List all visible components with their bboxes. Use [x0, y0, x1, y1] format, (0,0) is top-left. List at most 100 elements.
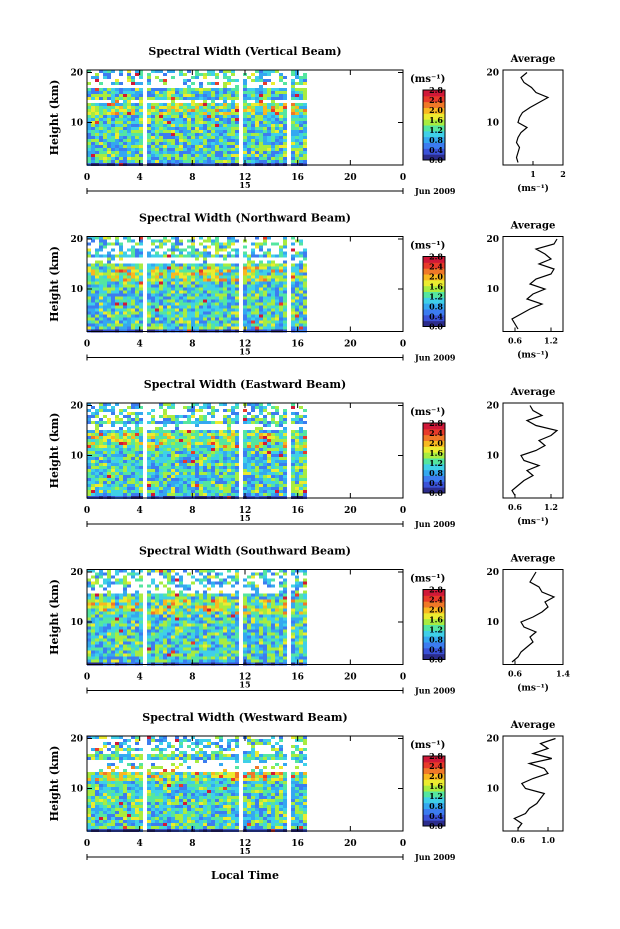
heatmap-cell [283, 148, 287, 151]
heatmap-cell [183, 305, 187, 309]
heatmap-cell [191, 308, 195, 312]
heatmap-cell [279, 251, 283, 255]
heatmap-cell [251, 466, 255, 469]
heatmap-cell [139, 469, 143, 472]
heatmap-cell [175, 427, 179, 430]
heatmap-cell [191, 475, 195, 478]
heatmap-cell [175, 91, 179, 94]
heatmap-cell [167, 127, 171, 130]
heatmap-cell [251, 242, 255, 246]
heatmap-cell [251, 293, 255, 297]
heatmap-cell [139, 451, 143, 454]
heatmap-cell [99, 260, 103, 264]
heatmap-cell [235, 323, 239, 327]
heatmap-cell [87, 578, 91, 582]
heatmap-cell [91, 439, 95, 442]
heatmap-cell [91, 314, 95, 318]
heatmap-cell [219, 454, 223, 457]
heatmap-cell [151, 445, 155, 448]
heatmap-cell [131, 599, 135, 603]
heatmap-cell [303, 451, 307, 454]
heatmap-cell [219, 484, 223, 487]
heatmap-cell [115, 293, 119, 297]
heatmap-cell [111, 293, 115, 297]
heatmap-cell [183, 287, 187, 291]
heatmap-cell [131, 103, 135, 106]
heatmap-cell [155, 251, 159, 255]
heatmap-cell [99, 439, 103, 442]
heatmap-cell [123, 463, 127, 466]
heatmap-cell [243, 94, 247, 97]
heatmap [87, 569, 307, 666]
heatmap-cell [223, 475, 227, 478]
heatmap-cell [191, 314, 195, 318]
heatmap-cell [127, 160, 131, 163]
heatmap-cell [243, 272, 247, 276]
heatmap-cell [163, 145, 167, 148]
heatmap-cell [251, 94, 255, 97]
heatmap-cell [275, 481, 279, 484]
heatmap-cell [299, 484, 303, 487]
heatmap-cell [111, 475, 115, 478]
heatmap-cell [151, 299, 155, 303]
heatmap-cell [135, 109, 139, 112]
heatmap-cell [107, 475, 111, 478]
heatmap-cell [135, 281, 139, 285]
heatmap-cell [151, 97, 155, 100]
heatmap-cell [139, 320, 143, 324]
heatmap-cell [91, 469, 95, 472]
heatmap-cell [303, 317, 307, 321]
heatmap-cell [219, 463, 223, 466]
heatmap-cell [91, 406, 95, 409]
heatmap-cell [195, 409, 199, 412]
heatmap-cell [291, 590, 295, 594]
heatmap-cell [95, 112, 99, 115]
heatmap-cell [191, 91, 195, 94]
heatmap-cell [111, 118, 115, 121]
heatmap-cell [107, 599, 111, 603]
heatmap-cell [123, 436, 127, 439]
heatmap-cell [211, 469, 215, 472]
heatmap-cell [227, 466, 231, 469]
heatmap-cell [211, 442, 215, 445]
heatmap-cell [251, 575, 255, 579]
heatmap-cell [247, 94, 251, 97]
heatmap-cell [207, 314, 211, 318]
heatmap-cell [95, 272, 99, 276]
heatmap-cell [147, 475, 151, 478]
heatmap-cell [115, 302, 119, 306]
heatmap-cell [87, 442, 91, 445]
heatmap-cell [123, 278, 127, 282]
heatmap-cell [147, 596, 151, 600]
heatmap-cell [259, 275, 263, 279]
heatmap-cell [271, 151, 275, 154]
heatmap-cell [295, 481, 299, 484]
panel-1: Spectral Width (Vertical Beam)0 4 8 12 16 20 0… [48, 45, 566, 196]
heatmap-cell [127, 593, 131, 597]
heatmap-cell [99, 88, 103, 91]
heatmap-cell [279, 481, 283, 484]
heatmap-cell [135, 157, 139, 160]
heatmap-cell [199, 421, 203, 424]
heatmap-cell [223, 581, 227, 585]
heatmap-cell [147, 73, 151, 76]
heatmap-cell [135, 248, 139, 252]
colorbar-tick-label: 1.6 [429, 115, 443, 125]
heatmap-cell [207, 239, 211, 243]
heatmap-cell [279, 575, 283, 579]
heatmap-cell [247, 263, 251, 267]
heatmap-cell [243, 442, 247, 445]
heatmap-cell [131, 593, 135, 597]
heatmap-cell [203, 590, 207, 594]
heatmap-cell [119, 269, 123, 273]
heatmap-cell [179, 584, 183, 588]
heatmap-cell [199, 106, 203, 109]
heatmap-cell [267, 127, 271, 130]
heatmap-cell [119, 481, 123, 484]
heatmap-cell [299, 448, 303, 451]
heatmap-cell [123, 91, 127, 94]
heatmap-cell [99, 157, 103, 160]
heatmap-cell [155, 454, 159, 457]
heatmap-cell [123, 94, 127, 97]
heatmap-cell [159, 466, 163, 469]
